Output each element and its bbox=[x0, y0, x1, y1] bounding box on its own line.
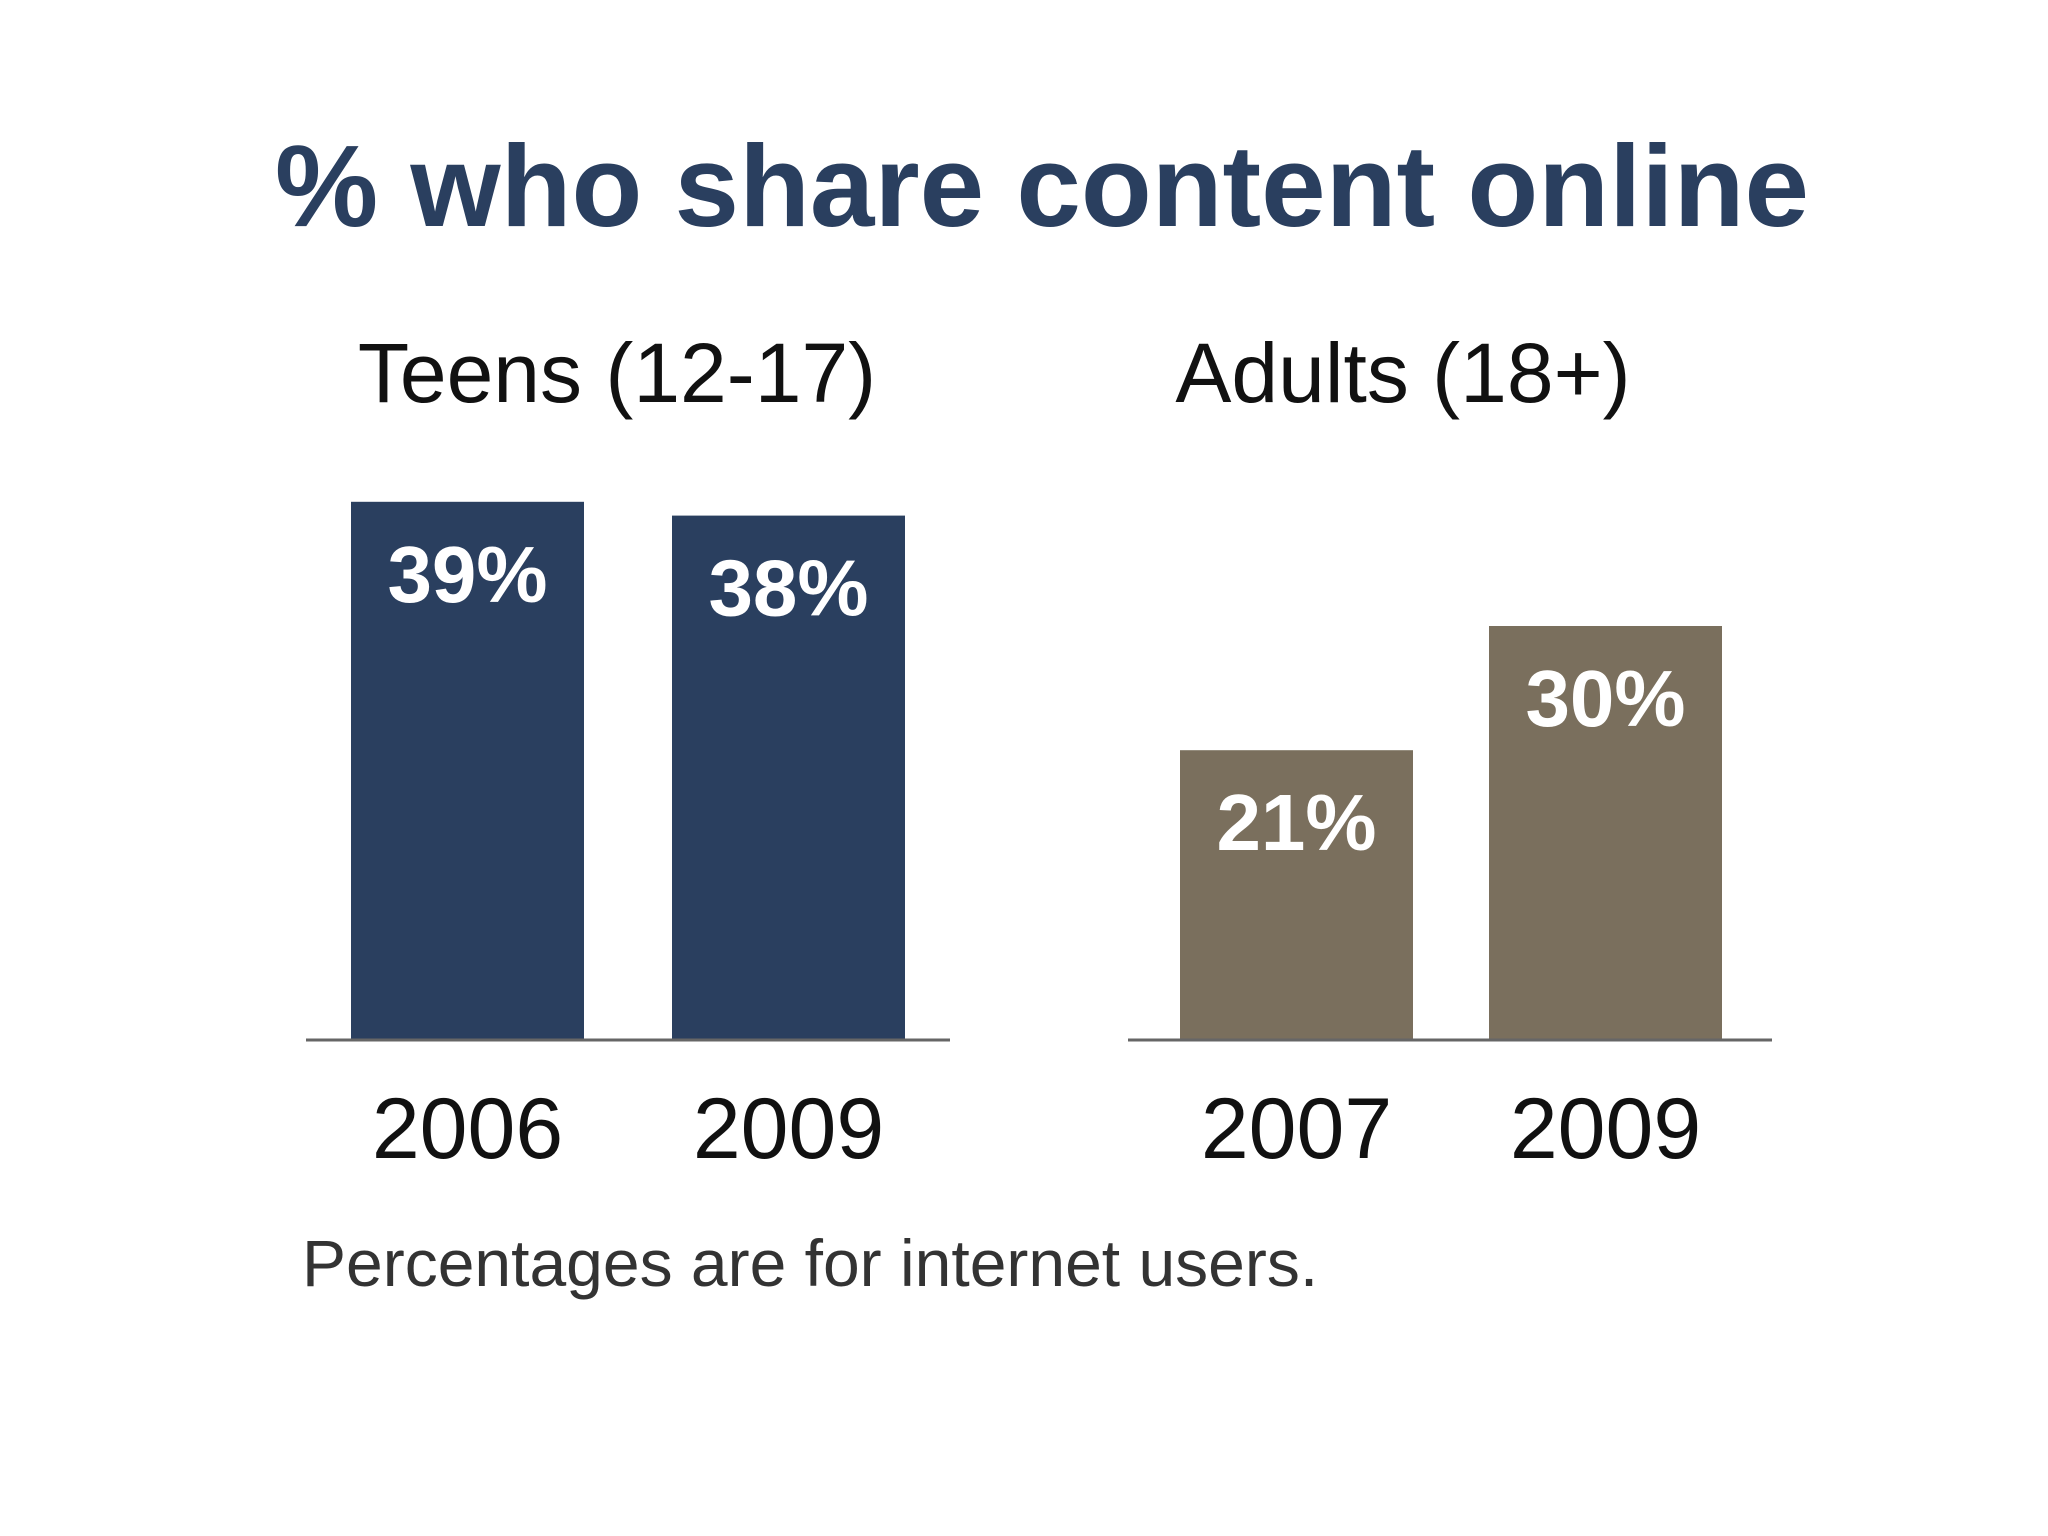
x-tick-label: 2009 bbox=[1510, 1081, 1701, 1177]
chart-note: Percentages are for internet users. bbox=[302, 1226, 1318, 1300]
panel-title: Teens (12-17) bbox=[358, 326, 876, 420]
x-tick-label: 2006 bbox=[372, 1081, 563, 1177]
chart-panel-2: Adults (18+) 21% 2007 30% 2009 bbox=[1128, 326, 1772, 1177]
chart-panels: Teens (12-17) 39% 2006 38% 2009 Adults (18+) 2… bbox=[306, 326, 1772, 1177]
chart-panel-1: Teens (12-17) 39% 2006 38% 2009 bbox=[306, 326, 950, 1177]
data-label: 39% bbox=[387, 530, 547, 619]
chart-title: % who share content online bbox=[275, 121, 1809, 251]
bar-2007 bbox=[1180, 750, 1413, 1040]
x-tick-label: 2007 bbox=[1201, 1081, 1392, 1177]
x-tick-label: 2009 bbox=[693, 1081, 884, 1177]
data-label: 38% bbox=[708, 544, 868, 633]
data-label: 21% bbox=[1216, 778, 1376, 867]
panel-title: Adults (18+) bbox=[1175, 326, 1630, 420]
bar-2006 bbox=[351, 501, 584, 1040]
data-label: 30% bbox=[1525, 654, 1685, 743]
bar-2009 bbox=[1489, 626, 1722, 1040]
bar-2009 bbox=[672, 515, 905, 1040]
